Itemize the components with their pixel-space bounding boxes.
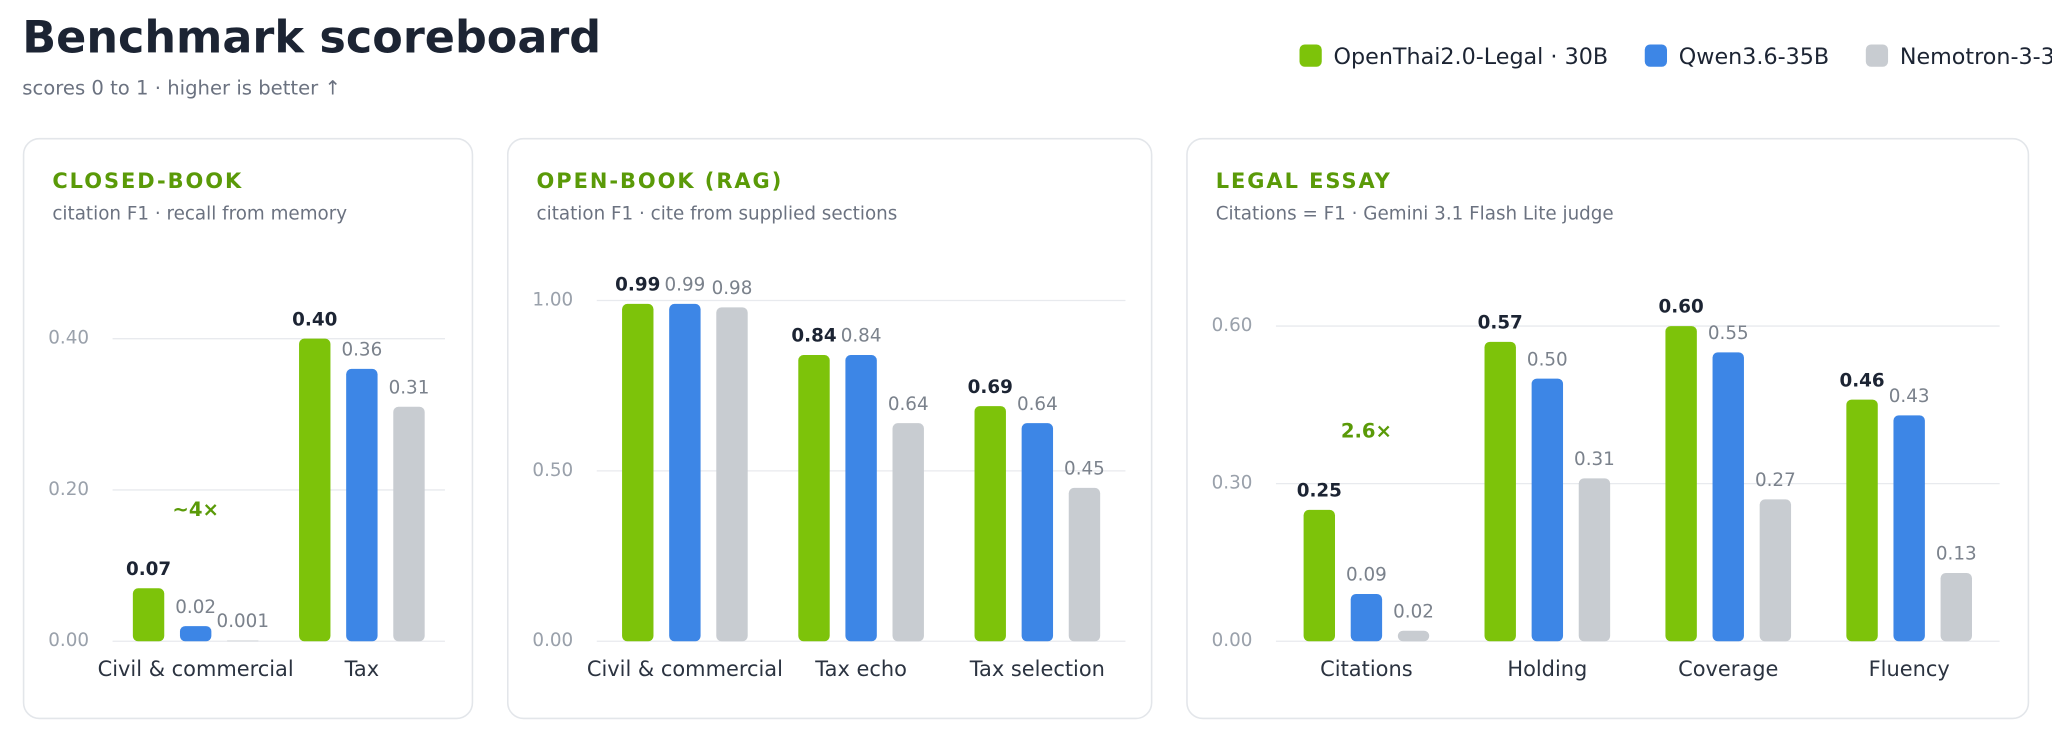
value-label: 0.43 xyxy=(1889,386,1930,407)
value-label: 0.55 xyxy=(1708,323,1749,344)
bar xyxy=(1712,352,1744,642)
value-label: 0.40 xyxy=(292,309,337,330)
bar xyxy=(1484,341,1516,642)
value-label: 0.98 xyxy=(712,278,753,299)
bar xyxy=(1578,478,1611,642)
value-label: 0.84 xyxy=(841,326,882,347)
legend-label: OpenThai2.0-Legal · 30B xyxy=(1334,44,1609,70)
panel-title: LEGAL ESSAY xyxy=(1216,169,1392,193)
value-label: 0.02 xyxy=(175,597,216,618)
value-label: 0.27 xyxy=(1755,470,1796,491)
bar xyxy=(1021,423,1054,642)
bar xyxy=(179,626,212,642)
bar xyxy=(1846,399,1878,642)
value-label: 0.45 xyxy=(1064,459,1105,480)
bar xyxy=(974,406,1006,642)
value-label: 0.36 xyxy=(341,340,382,361)
bar xyxy=(716,307,748,642)
legend-label: Qwen3.6-35B xyxy=(1679,44,1829,70)
value-label: 0.60 xyxy=(1659,297,1704,318)
bar xyxy=(1665,326,1697,642)
value-label: 0.09 xyxy=(1346,565,1387,586)
bar xyxy=(1893,415,1925,642)
page-subtitle: scores 0 to 1 · higher is better ↑ xyxy=(22,76,341,99)
x-tick-label: Coverage xyxy=(1678,657,1778,681)
bar xyxy=(299,338,331,642)
bar xyxy=(798,355,830,642)
x-tick-label: Fluency xyxy=(1869,657,1950,681)
value-label: 0.69 xyxy=(968,377,1013,398)
value-label: 0.001 xyxy=(217,611,269,632)
bar xyxy=(622,303,654,642)
bar xyxy=(1350,593,1383,642)
bar xyxy=(1397,630,1430,642)
value-label: 0.07 xyxy=(126,559,171,580)
y-tick-label: 0.00 xyxy=(48,630,89,651)
value-label: 0.46 xyxy=(1839,370,1884,391)
value-label: 0.13 xyxy=(1936,544,1977,565)
bar xyxy=(1759,499,1792,642)
bar xyxy=(1068,487,1101,642)
value-label: 0.25 xyxy=(1297,481,1342,502)
bar xyxy=(132,588,165,642)
bar xyxy=(393,406,425,642)
bar xyxy=(669,303,701,642)
y-tick-label: 0.20 xyxy=(48,479,89,500)
panel xyxy=(1186,137,2030,720)
panel-title: OPEN-BOOK (RAG) xyxy=(537,169,784,193)
y-tick-label: 0.00 xyxy=(1212,630,1253,651)
legend-swatch xyxy=(1865,44,1889,67)
value-label: 0.31 xyxy=(1574,449,1615,470)
value-label: 0.64 xyxy=(888,394,929,415)
x-tick-label: Tax xyxy=(344,657,380,681)
y-tick-label: 0.60 xyxy=(1212,315,1253,336)
value-label: 0.31 xyxy=(389,377,430,398)
x-tick-label: Tax selection xyxy=(969,657,1105,681)
panel-title: CLOSED-BOOK xyxy=(52,169,243,193)
x-tick-label: Civil & commercial xyxy=(98,657,294,681)
legend-swatch xyxy=(1644,44,1668,67)
annotation: 2.6× xyxy=(1341,419,1392,442)
bar xyxy=(1303,509,1336,642)
bar xyxy=(845,355,877,642)
x-tick-label: Tax echo xyxy=(814,657,907,681)
value-label: 0.57 xyxy=(1478,313,1523,334)
legend-swatch xyxy=(1299,44,1322,67)
y-tick-label: 0.40 xyxy=(48,328,89,349)
page-title: Benchmark scoreboard xyxy=(22,13,601,64)
y-tick-label: 0.00 xyxy=(532,630,573,651)
x-tick-label: Citations xyxy=(1320,657,1412,681)
panel-subtitle: Citations = F1 · Gemini 3.1 Flash Lite j… xyxy=(1216,204,1614,225)
x-tick-label: Civil & commercial xyxy=(587,657,783,681)
value-label: 0.02 xyxy=(1393,601,1434,622)
annotation: ~4× xyxy=(172,498,219,521)
y-tick-label: 0.30 xyxy=(1212,473,1253,494)
y-tick-label: 0.50 xyxy=(532,460,573,481)
bar xyxy=(892,423,924,642)
value-label: 0.64 xyxy=(1017,394,1058,415)
value-label: 0.99 xyxy=(664,275,705,296)
bar xyxy=(1940,572,1972,642)
panel-subtitle: citation F1 · cite from supplied section… xyxy=(537,204,898,225)
y-tick-label: 1.00 xyxy=(532,290,573,311)
bar xyxy=(1531,378,1564,642)
legend-label: Nemotron-3-30B xyxy=(1900,44,2052,70)
value-label: 0.50 xyxy=(1527,349,1568,370)
value-label: 0.84 xyxy=(791,326,836,347)
bar xyxy=(227,640,259,642)
x-tick-label: Holding xyxy=(1507,657,1587,681)
value-label: 0.99 xyxy=(615,275,660,296)
bar xyxy=(346,368,378,642)
legend: OpenThai2.0-Legal · 30B Qwen3.6-35B Nemotr… xyxy=(1299,44,2052,70)
panel-subtitle: citation F1 · recall from memory xyxy=(52,204,347,225)
